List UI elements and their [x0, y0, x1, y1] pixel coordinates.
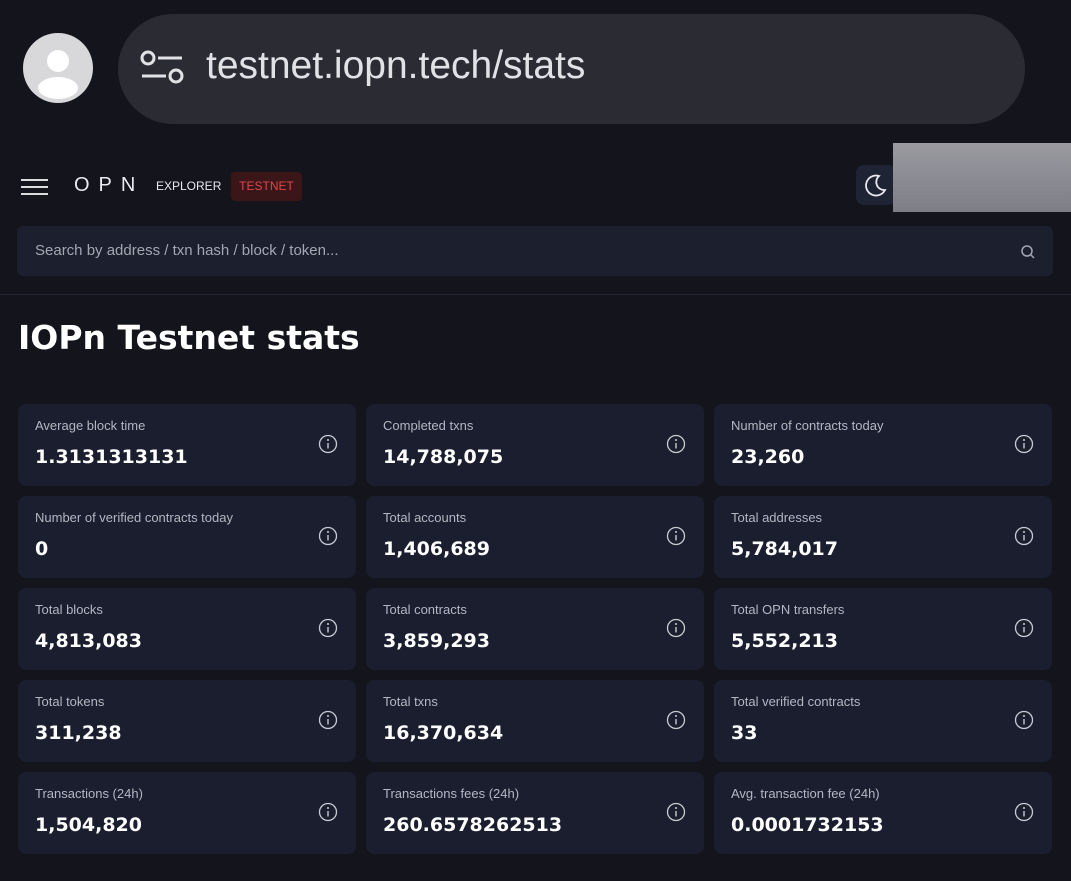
stat-card: Completed txns 14,788,075	[366, 404, 704, 486]
stat-card: Average block time 1.3131313131	[18, 404, 356, 486]
stat-card: Total addresses 5,784,017	[714, 496, 1052, 578]
info-icon[interactable]	[1014, 802, 1034, 826]
info-icon[interactable]	[1014, 618, 1034, 642]
stat-label: Avg. transaction fee (24h)	[731, 786, 880, 801]
info-icon[interactable]	[1014, 434, 1034, 458]
info-glyph	[1014, 802, 1034, 822]
stat-value: 16,370,634	[383, 722, 504, 744]
stat-value: 5,784,017	[731, 538, 838, 560]
stat-value: 1,406,689	[383, 538, 490, 560]
search-placeholder: Search by address / txn hash / block / t…	[35, 242, 339, 259]
info-icon[interactable]	[318, 526, 338, 550]
stat-label: Number of verified contracts today	[35, 510, 233, 525]
info-glyph	[318, 618, 338, 638]
stat-value: 1,504,820	[35, 814, 142, 836]
stat-label: Total tokens	[35, 694, 105, 709]
info-glyph	[318, 434, 338, 454]
info-icon[interactable]	[666, 802, 686, 826]
site-settings-icon	[140, 50, 184, 84]
stat-card: Number of contracts today 23,260	[714, 404, 1052, 486]
stat-value: 260.6578262513	[383, 814, 563, 836]
stat-value: 0	[35, 538, 49, 560]
stat-card: Number of verified contracts today 0	[18, 496, 356, 578]
stat-label: Total txns	[383, 694, 438, 709]
stat-card: Total OPN transfers 5,552,213	[714, 588, 1052, 670]
network-badge: TESTNET	[231, 172, 302, 201]
stat-label: Total contracts	[383, 602, 467, 617]
page-title: IOPn Testnet stats	[18, 318, 360, 357]
info-glyph	[666, 434, 686, 454]
info-icon[interactable]	[666, 618, 686, 642]
info-glyph	[666, 710, 686, 730]
info-icon[interactable]	[318, 618, 338, 642]
stat-label: Total accounts	[383, 510, 467, 525]
stat-card: Transactions fees (24h) 260.6578262513	[366, 772, 704, 854]
info-icon[interactable]	[1014, 526, 1034, 550]
stat-value: 5,552,213	[731, 630, 838, 652]
stat-value: 33	[731, 722, 758, 744]
stat-label: Total addresses	[731, 510, 823, 525]
info-icon[interactable]	[666, 710, 686, 734]
stat-card: Total tokens 311,238	[18, 680, 356, 762]
stat-value: 3,859,293	[383, 630, 490, 652]
stat-value: 4,813,083	[35, 630, 142, 652]
menu-icon[interactable]	[20, 178, 50, 196]
stat-value: 14,788,075	[383, 446, 504, 468]
stat-value: 0.0001732153	[731, 814, 884, 836]
search-bar[interactable]	[17, 226, 1053, 276]
avatar-icon	[38, 50, 78, 99]
stat-label: Number of contracts today	[731, 418, 884, 433]
stat-card: Total blocks 4,813,083	[18, 588, 356, 670]
info-icon[interactable]	[318, 802, 338, 826]
stat-card: Total contracts 3,859,293	[366, 588, 704, 670]
stat-label: Completed txns	[383, 418, 474, 433]
stat-value: 23,260	[731, 446, 805, 468]
blurred-region	[893, 143, 1071, 212]
stat-card: Avg. transaction fee (24h) 0.0001732153	[714, 772, 1052, 854]
info-icon[interactable]	[318, 710, 338, 734]
moon-icon	[865, 174, 887, 197]
info-glyph	[1014, 434, 1034, 454]
info-glyph	[318, 802, 338, 822]
section-label: EXPLORER	[156, 179, 222, 193]
stat-value: 1.3131313131	[35, 446, 188, 468]
profile-avatar[interactable]	[23, 33, 93, 103]
divider	[0, 294, 1071, 295]
stat-card: Transactions (24h) 1,504,820	[18, 772, 356, 854]
stat-label: Transactions fees (24h)	[383, 786, 520, 801]
info-icon[interactable]	[318, 434, 338, 458]
theme-toggle[interactable]	[856, 165, 896, 205]
info-glyph	[318, 710, 338, 730]
stat-card: Total txns 16,370,634	[366, 680, 704, 762]
stat-value: 311,238	[35, 722, 122, 744]
url-text: testnet.iopn.tech/stats	[206, 44, 586, 87]
stat-label: Transactions (24h)	[35, 786, 143, 801]
stat-label: Total blocks	[35, 602, 103, 617]
address-bar[interactable]	[118, 14, 1025, 124]
stat-label: Total verified contracts	[731, 694, 861, 709]
stat-card: Total verified contracts 33	[714, 680, 1052, 762]
info-glyph	[1014, 618, 1034, 638]
info-glyph	[666, 618, 686, 638]
stat-label: Average block time	[35, 418, 146, 433]
info-icon[interactable]	[666, 434, 686, 458]
info-glyph	[1014, 710, 1034, 730]
info-icon[interactable]	[1014, 710, 1034, 734]
search-icon[interactable]	[1020, 244, 1036, 260]
logo[interactable]: OPN	[74, 174, 145, 196]
info-glyph	[666, 802, 686, 822]
info-glyph	[1014, 526, 1034, 546]
stat-card: Total accounts 1,406,689	[366, 496, 704, 578]
info-icon[interactable]	[666, 526, 686, 550]
info-glyph	[318, 526, 338, 546]
stat-label: Total OPN transfers	[731, 602, 845, 617]
info-glyph	[666, 526, 686, 546]
